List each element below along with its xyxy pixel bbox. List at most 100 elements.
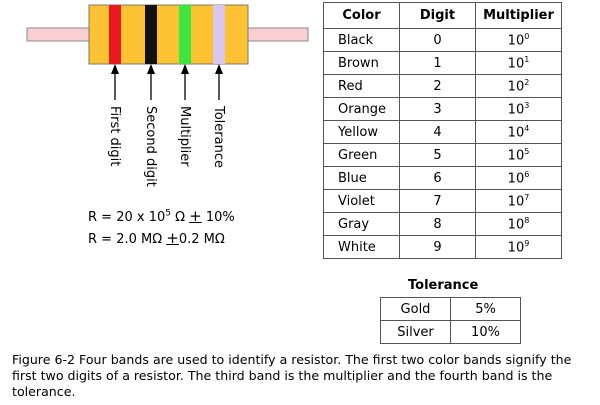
arrowhead-multiplier <box>181 64 189 74</box>
digit-cell: 4 <box>399 120 476 144</box>
multiplier-cell: 100 <box>475 28 562 52</box>
color-name-cell: Blue <box>323 166 400 190</box>
multiplier-base: 10 <box>507 79 525 95</box>
tolerance-table-body: Gold 5% Silver 10% <box>380 297 521 344</box>
multiplier-base: 10 <box>507 125 525 141</box>
tolerance-row: Silver 10% <box>380 320 521 344</box>
table-row: Blue 6 106 <box>323 166 562 190</box>
multiplier-exponent: 5 <box>524 146 530 156</box>
tolerance-row: Gold 5% <box>380 297 521 321</box>
multiplier-exponent: 9 <box>524 238 530 248</box>
color-name-cell: Violet <box>323 189 400 213</box>
multiplier-cell: 104 <box>475 120 562 144</box>
multiplier-exponent: 0 <box>524 31 530 41</box>
resistance-equation-2: R = 2.0 MΩ +0.2 MΩ <box>88 229 225 247</box>
table-row: White 9 109 <box>323 235 562 259</box>
band-second-digit <box>145 5 157 64</box>
color-name-cell: Brown <box>323 51 400 75</box>
table-row: Black 0 100 <box>323 28 562 52</box>
label-second-digit: Second digit <box>143 106 158 187</box>
color-name-cell: Orange <box>323 97 400 121</box>
equation-1-unit: Ω <box>170 210 190 225</box>
digit-cell: 9 <box>399 235 476 259</box>
multiplier-exponent: 8 <box>524 215 530 225</box>
multiplier-base: 10 <box>507 171 525 187</box>
color-name-cell: Red <box>323 74 400 98</box>
multiplier-base: 10 <box>507 56 525 72</box>
tolerance-value-cell: 5% <box>450 297 521 321</box>
table-row: Green 5 105 <box>323 143 562 167</box>
table-row: Gray 8 108 <box>323 212 562 236</box>
arrowhead-tolerance <box>215 64 223 74</box>
multiplier-base: 10 <box>507 33 525 49</box>
multiplier-exponent: 1 <box>524 54 530 64</box>
header-digit: Digit <box>399 2 476 29</box>
multiplier-exponent: 6 <box>524 169 530 179</box>
digit-cell: 1 <box>399 51 476 75</box>
color-name-cell: White <box>323 235 400 259</box>
multiplier-base: 10 <box>507 102 525 118</box>
arrowhead-second-digit <box>147 64 155 74</box>
resistor-lead-right <box>247 27 309 42</box>
table-row: Orange 3 103 <box>323 97 562 121</box>
multiplier-cell: 101 <box>475 51 562 75</box>
digit-cell: 2 <box>399 74 476 98</box>
band-tolerance <box>213 5 225 64</box>
multiplier-cell: 107 <box>475 189 562 213</box>
multiplier-exponent: 2 <box>524 77 530 87</box>
multiplier-cell: 109 <box>475 235 562 259</box>
label-tolerance: Tolerance <box>211 105 226 168</box>
multiplier-cell: 108 <box>475 212 562 236</box>
resistor-lead-left <box>26 27 90 42</box>
multiplier-exponent: 4 <box>524 123 530 133</box>
equation-1-prefix: R = 20 x 10 <box>88 210 166 225</box>
figure-caption: Figure 6-2 Four bands are used to identi… <box>12 352 572 399</box>
color-code-table: Color Digit Multiplier Black 0 100 Brown 1 10… <box>323 2 562 259</box>
equation-1-value: 10% <box>201 210 235 225</box>
plus-minus-sign: + <box>166 229 179 247</box>
resistor-diagram: First digit Second digit Multiplier Toleran… <box>26 4 309 187</box>
multiplier-exponent: 7 <box>524 192 530 202</box>
tolerance-color-cell: Gold <box>380 297 451 321</box>
multiplier-cell: 105 <box>475 143 562 167</box>
table-row: Violet 7 107 <box>323 189 562 213</box>
band-first-digit <box>109 5 121 64</box>
equation-2-prefix: R = 2.0 MΩ <box>88 232 167 247</box>
tolerance-color-cell: Silver <box>380 320 451 344</box>
table-row: Yellow 4 104 <box>323 120 562 144</box>
equation-1-exponent: 5 <box>165 208 171 219</box>
multiplier-cell: 102 <box>475 74 562 98</box>
multiplier-cell: 106 <box>475 166 562 190</box>
digit-cell: 0 <box>399 28 476 52</box>
label-multiplier: Multiplier <box>177 106 192 167</box>
digit-cell: 3 <box>399 97 476 121</box>
multiplier-cell: 103 <box>475 97 562 121</box>
digit-cell: 8 <box>399 212 476 236</box>
equation-2-value: 0.2 MΩ <box>178 232 225 247</box>
header-multiplier: Multiplier <box>475 2 562 29</box>
tolerance-table: Gold 5% Silver 10% <box>380 297 521 344</box>
multiplier-exponent: 3 <box>524 100 530 110</box>
multiplier-base: 10 <box>507 217 525 233</box>
color-name-cell: Green <box>323 143 400 167</box>
color-name-cell: Black <box>323 28 400 52</box>
digit-cell: 7 <box>399 189 476 213</box>
multiplier-base: 10 <box>507 240 525 256</box>
table-row: Red 2 102 <box>323 74 562 98</box>
table-header-row: Color Digit Multiplier <box>323 2 562 29</box>
band-multiplier <box>179 5 191 64</box>
tolerance-value-cell: 10% <box>450 320 521 344</box>
label-first-digit: First digit <box>107 106 122 166</box>
resistance-equation-1: R = 20 x 105 Ω + 10% <box>88 207 235 225</box>
arrowhead-first-digit <box>111 64 119 74</box>
multiplier-base: 10 <box>507 148 525 164</box>
color-name-cell: Yellow <box>323 120 400 144</box>
color-table-body: Black 0 100 Brown 1 101 Red 2 102 Orange 3 103 Yello… <box>323 28 562 259</box>
tolerance-title: Tolerance <box>408 278 479 293</box>
digit-cell: 5 <box>399 143 476 167</box>
header-color: Color <box>323 2 400 29</box>
plus-minus-sign: + <box>189 207 202 225</box>
multiplier-base: 10 <box>507 194 525 210</box>
table-row: Brown 1 101 <box>323 51 562 75</box>
color-name-cell: Gray <box>323 212 400 236</box>
